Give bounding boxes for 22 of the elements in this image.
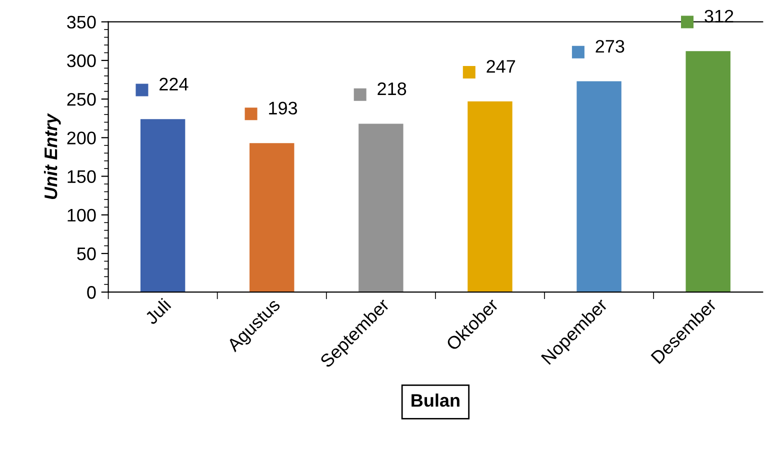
y-tick-label: 0 — [87, 286, 96, 299]
x-axis-title: Bulan — [412, 394, 460, 407]
bar — [686, 51, 730, 292]
y-tick-label: 50 — [77, 247, 96, 260]
y-axis-title: Unit Entry — [44, 113, 61, 200]
bar — [468, 101, 512, 292]
y-tick-label: 350 — [67, 16, 96, 29]
bar — [140, 119, 186, 292]
y-tick-label: 200 — [67, 132, 96, 144]
x-tick-label: Juli — [144, 298, 172, 326]
y-tick-label: 150 — [68, 170, 96, 183]
y-tick-label: 250 — [67, 92, 96, 106]
y-tick-label: 300 — [67, 54, 96, 68]
bar — [358, 124, 404, 292]
bar — [576, 81, 622, 292]
data-label: 224 — [160, 78, 188, 90]
bar — [250, 143, 294, 292]
y-tick-label: 100 — [68, 208, 96, 222]
data-label: 273 — [596, 40, 624, 53]
data-label: 247 — [486, 60, 516, 73]
data-label: 218 — [378, 82, 406, 96]
data-label: 193 — [269, 102, 298, 115]
